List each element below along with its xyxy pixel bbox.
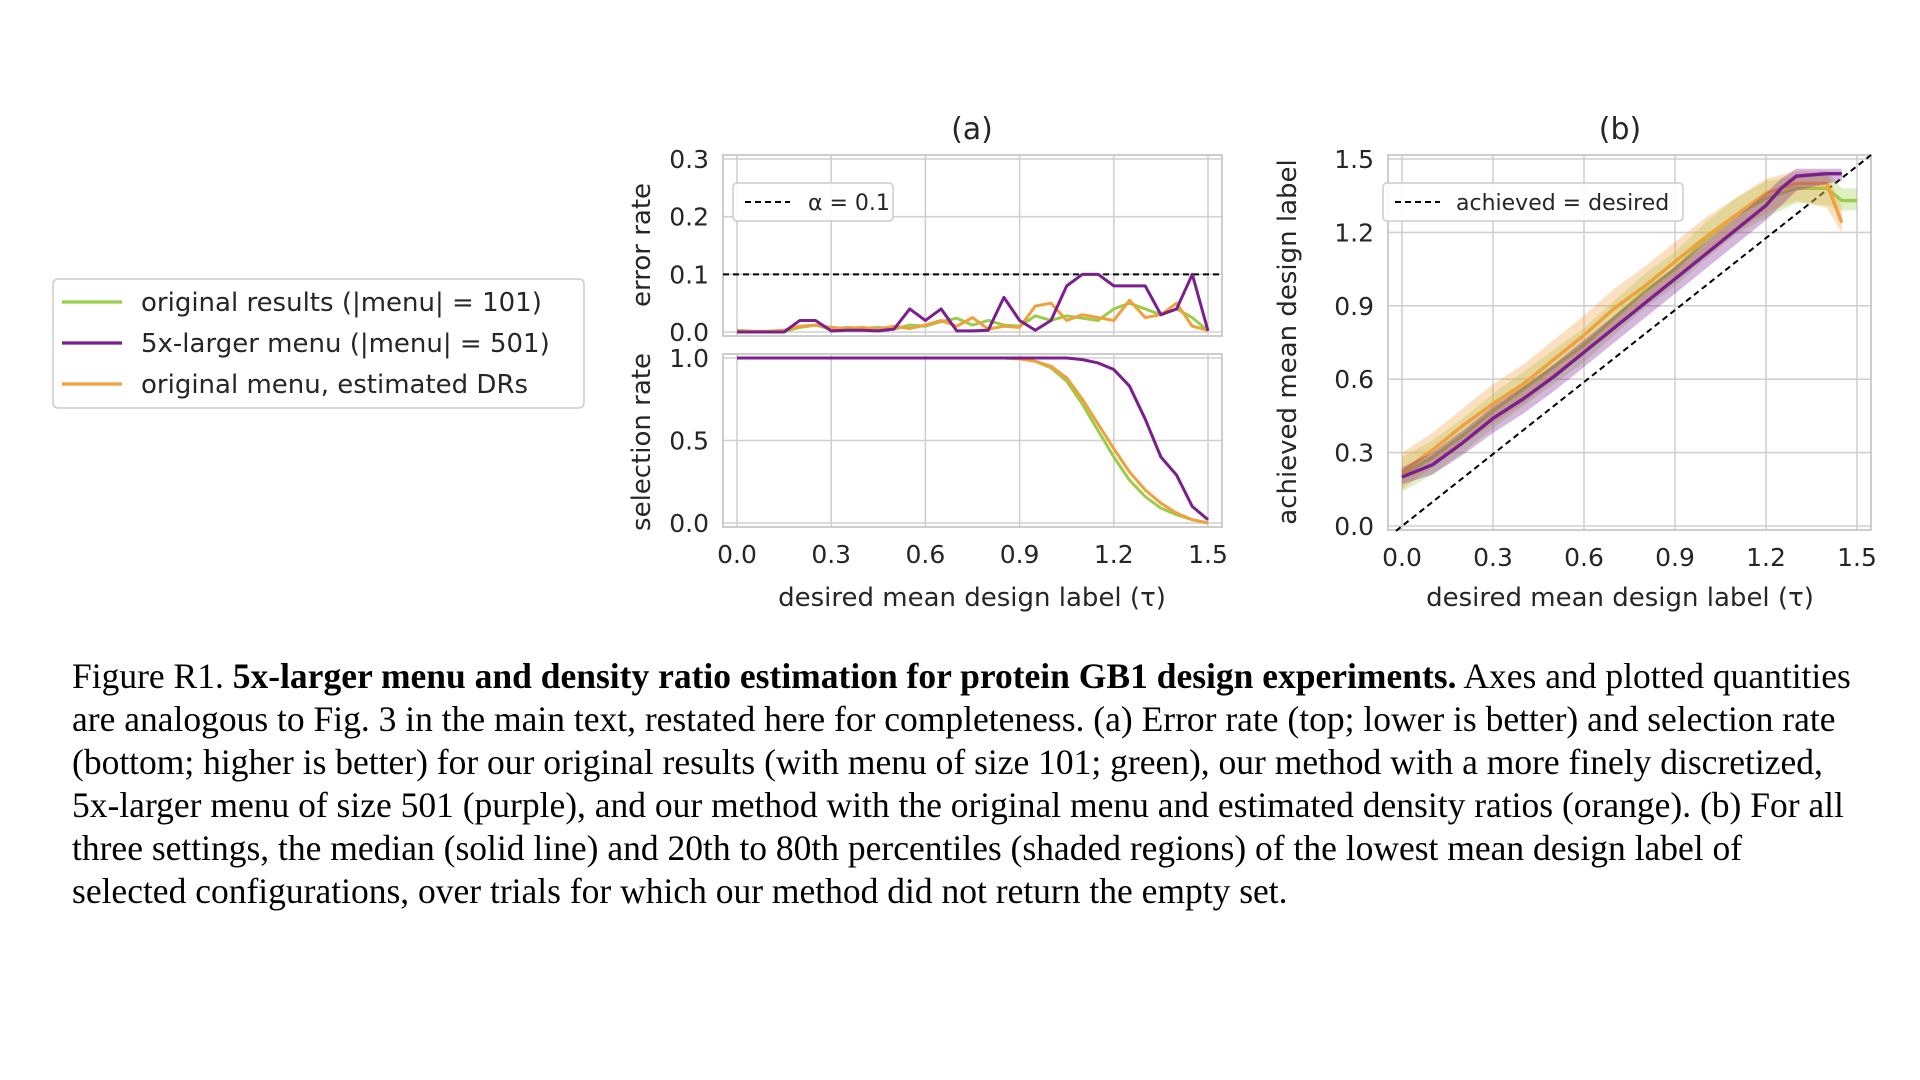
panel-a-bottom-ytick-label: 1.0: [669, 344, 709, 373]
panel-a-top-line-5x-larger-menu-menu-501: [737, 272, 1210, 334]
panel-b-xtick-label: 0.0: [1382, 543, 1422, 572]
panel-b-xtick-label: 1.2: [1746, 543, 1786, 572]
panel-a-top-ylabel: error rate: [627, 183, 657, 307]
panel-b-ytick-label: 0.0: [1334, 512, 1374, 541]
panel-b-title: (b): [1599, 112, 1641, 147]
panel-a-bottom-xtick-label: 0.6: [906, 540, 946, 569]
legend-label-original-results-menu-101: original results (|menu| = 101): [141, 288, 542, 318]
panel-a-xlabel: desired mean design label (τ): [778, 583, 1166, 613]
panel-b-legend-label: achieved = desired: [1456, 191, 1669, 216]
panel-b-band-original-menu-estimated-drs: [1402, 171, 1842, 490]
caption-prefix: Figure R1.: [72, 656, 233, 696]
panel-b-xlabel: desired mean design label (τ): [1426, 583, 1814, 613]
panel-a-bottom-line-original-menu-estimated-drs: [737, 356, 1209, 525]
panel-b-xtick-label: 0.6: [1564, 543, 1604, 572]
panel-a-bottom-xtick-label: 0.0: [717, 540, 757, 569]
legend-label-5x-larger-menu-menu-501: 5x-larger menu (|menu| = 501): [141, 329, 550, 359]
panel-b-ylabel: achieved mean design label: [1273, 159, 1303, 524]
panel-a-bottom-frame: [722, 353, 1223, 528]
panel-b-band-original-results-menu-101: [1402, 171, 1857, 492]
panel-a-title: (a): [951, 112, 993, 147]
panel-a-top-ytick-label: 0.1: [669, 260, 709, 289]
panel-a-legend-box: [732, 182, 894, 222]
panel-a-bottom-xtick-label: 0.9: [1000, 540, 1040, 569]
panel-a-bottom-ylabel: selection rate: [627, 353, 657, 531]
panel-b-ytick-label: 1.5: [1334, 145, 1374, 174]
panel-a-bottom-ytick-label: 0.5: [669, 427, 709, 456]
figure-caption: Figure R1. 5x-larger menu and density ra…: [72, 655, 1862, 913]
panel-b-xtick-label: 0.3: [1473, 543, 1513, 572]
panel-a-bottom-xtick-label: 1.2: [1094, 540, 1134, 569]
panel-a-legend-label: α = 0.1: [808, 191, 890, 216]
caption-title: 5x-larger menu and density ratio estimat…: [232, 656, 1457, 696]
legend-label-original-menu-estimated-drs: original menu, estimated DRs: [141, 370, 528, 400]
panel-a-top-line-original-menu-estimated-drs: [736, 298, 1209, 333]
panel-b-xtick-label: 0.9: [1655, 543, 1695, 572]
identity-reference-line: [1395, 154, 1872, 532]
panel-a-bottom-xtick-label: 0.3: [811, 540, 851, 569]
panel-a-top-ytick-label: 0.0: [669, 318, 709, 347]
panel-a-top-ytick-label: 0.2: [669, 203, 709, 232]
series-legend-box: [52, 278, 585, 409]
panel-b-line-5x-larger-menu-menu-501: [1401, 171, 1842, 479]
panel-b-ytick-label: 1.2: [1334, 218, 1374, 247]
panel-a-top-frame: [722, 154, 1223, 337]
panel-b-ytick-label: 0.3: [1334, 439, 1374, 468]
panel-a-bottom-line-5x-larger-menu-menu-501: [737, 356, 1209, 521]
panel-b-legend-box: [1382, 182, 1684, 222]
panel-b-frame: [1387, 154, 1872, 531]
panel-a-bottom-xtick-label: 1.5: [1188, 540, 1228, 569]
panel-a-top-ytick-label: 0.3: [669, 145, 709, 174]
figure-canvas: 0.0 0.1 0.2 0.3 (a) error rate α = 0.1 0.0 0.5 1.…: [52, 112, 1877, 613]
figure: 0.0 0.1 0.2 0.3 (a) error rate α = 0.1 0.0 0.5 1.…: [52, 112, 1877, 613]
panel-b-ytick-label: 0.9: [1334, 292, 1374, 321]
panel-b-xtick-label: 1.5: [1837, 543, 1877, 572]
panel-b-line-original-results-menu-101: [1401, 186, 1857, 477]
caption-body: Axes and plotted quantities are analogou…: [72, 656, 1851, 911]
panel-a-bottom-ytick-label: 0.0: [669, 509, 709, 538]
panel-b-ytick-label: 0.6: [1334, 365, 1374, 394]
